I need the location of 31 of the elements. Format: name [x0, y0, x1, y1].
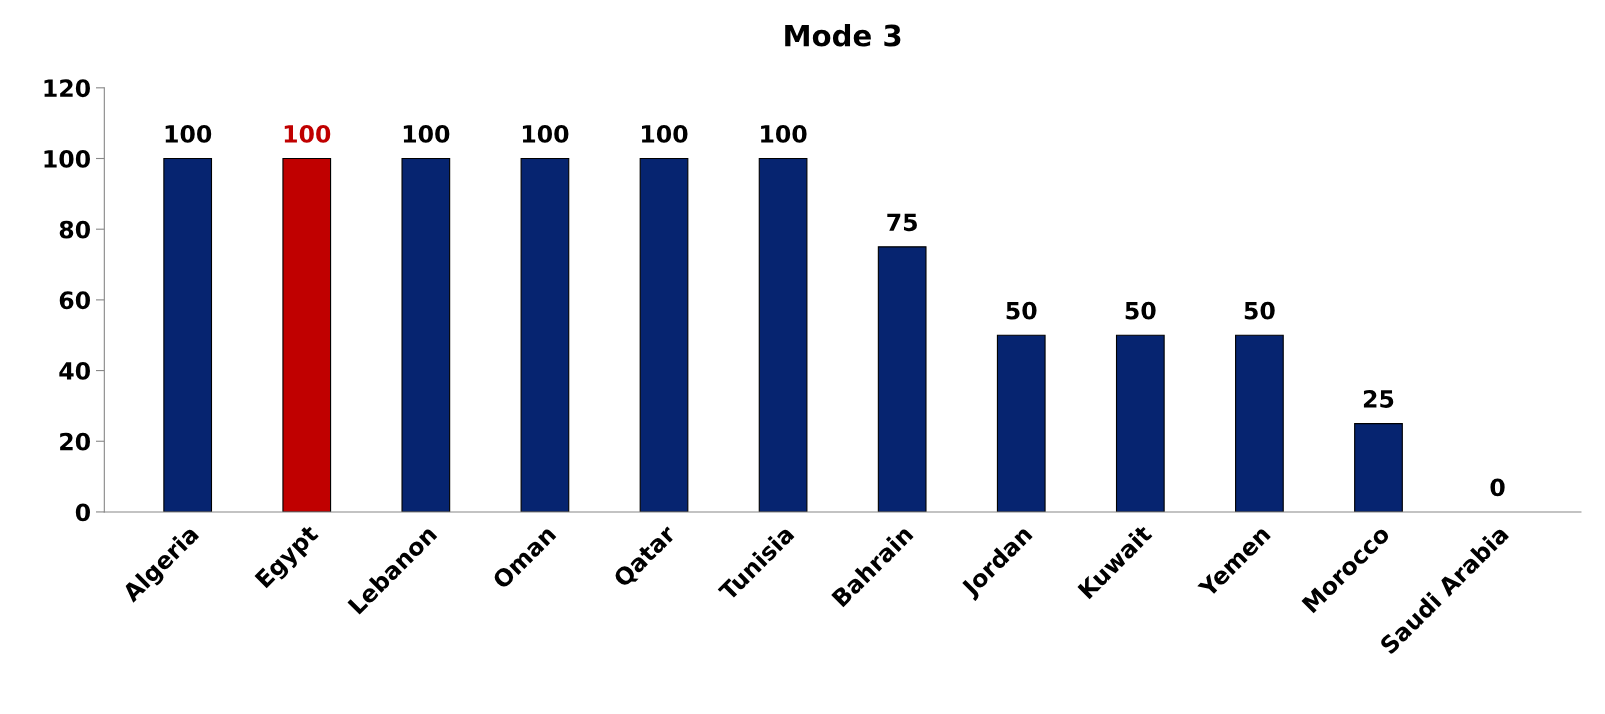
- y-tick-label: 60: [59, 291, 90, 310]
- y-tick-label: 80: [59, 220, 90, 239]
- bar: [401, 157, 451, 512]
- data-label: 50: [1244, 301, 1275, 320]
- bar: [520, 157, 570, 512]
- bar: [163, 157, 213, 512]
- chart-title: Mode 3: [785, 23, 901, 47]
- bar: [758, 157, 808, 512]
- bar: [639, 157, 689, 512]
- y-tick-label: 100: [44, 149, 90, 168]
- bar: [1235, 334, 1284, 512]
- data-label: 100: [642, 124, 688, 143]
- data-label: 100: [403, 124, 450, 143]
- data-label: 25: [1363, 390, 1394, 408]
- bar: [282, 157, 332, 512]
- data-label: 50: [1006, 301, 1037, 320]
- y-tick-label: 0: [75, 503, 90, 522]
- y-tick-label: 20: [60, 432, 90, 451]
- data-label: 100: [522, 124, 569, 143]
- data-label: 100: [761, 124, 807, 143]
- bar: [996, 334, 1046, 512]
- bar: [1354, 423, 1403, 512]
- data-label: 75: [887, 213, 917, 232]
- data-label: 50: [1125, 301, 1156, 320]
- bar: [877, 246, 927, 512]
- y-tick-label: 120: [44, 79, 90, 98]
- data-label: 100: [165, 124, 212, 143]
- bar: [1115, 334, 1165, 512]
- y-tick-label: 40: [59, 362, 90, 380]
- data-label: 100: [284, 124, 331, 143]
- data-label: 0: [1490, 478, 1505, 497]
